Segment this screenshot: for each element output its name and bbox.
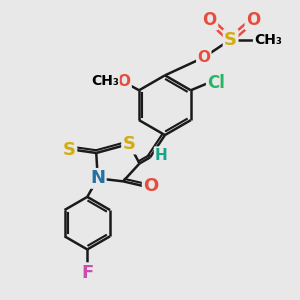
Text: O: O (197, 50, 210, 65)
Text: O: O (143, 177, 158, 195)
Text: H: H (155, 148, 168, 163)
Text: N: N (90, 169, 105, 188)
Text: CH₃: CH₃ (91, 74, 119, 88)
Text: F: F (81, 264, 93, 282)
Text: CH₃: CH₃ (254, 32, 282, 46)
Text: S: S (63, 141, 76, 159)
Text: O: O (246, 11, 260, 29)
Text: S: S (224, 31, 237, 49)
Text: S: S (123, 135, 136, 153)
Text: Cl: Cl (207, 74, 225, 92)
Text: O: O (118, 74, 130, 89)
Text: O: O (202, 11, 217, 29)
